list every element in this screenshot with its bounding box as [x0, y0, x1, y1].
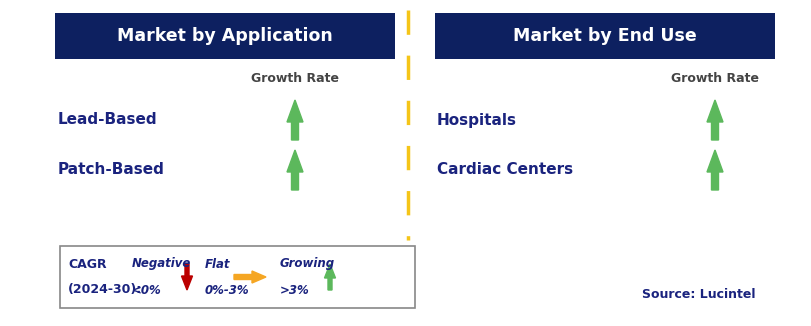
Text: Market by Application: Market by Application	[117, 27, 333, 45]
Text: Flat: Flat	[205, 258, 230, 271]
Text: CAGR: CAGR	[68, 258, 106, 271]
Text: Negative: Negative	[132, 258, 191, 271]
Text: <0%: <0%	[132, 284, 161, 297]
Text: Market by End Use: Market by End Use	[513, 27, 697, 45]
Text: Hospitals: Hospitals	[437, 112, 517, 127]
Text: 0%-3%: 0%-3%	[205, 284, 250, 297]
FancyBboxPatch shape	[435, 13, 775, 59]
Polygon shape	[707, 100, 723, 140]
FancyBboxPatch shape	[55, 13, 395, 59]
FancyBboxPatch shape	[60, 246, 415, 308]
Polygon shape	[287, 150, 303, 190]
Text: Source: Lucintel: Source: Lucintel	[642, 289, 755, 302]
Text: Cardiac Centers: Cardiac Centers	[437, 162, 573, 177]
Polygon shape	[234, 271, 266, 283]
Text: Patch-Based: Patch-Based	[58, 162, 165, 177]
Text: Growing: Growing	[280, 258, 335, 271]
Polygon shape	[182, 264, 192, 290]
Text: Growth Rate: Growth Rate	[251, 71, 339, 84]
Polygon shape	[324, 264, 336, 290]
Text: >3%: >3%	[280, 284, 310, 297]
Polygon shape	[287, 100, 303, 140]
Text: Lead-Based: Lead-Based	[58, 112, 157, 127]
Text: (2024-30):: (2024-30):	[68, 284, 142, 297]
Text: Growth Rate: Growth Rate	[671, 71, 759, 84]
Polygon shape	[707, 150, 723, 190]
